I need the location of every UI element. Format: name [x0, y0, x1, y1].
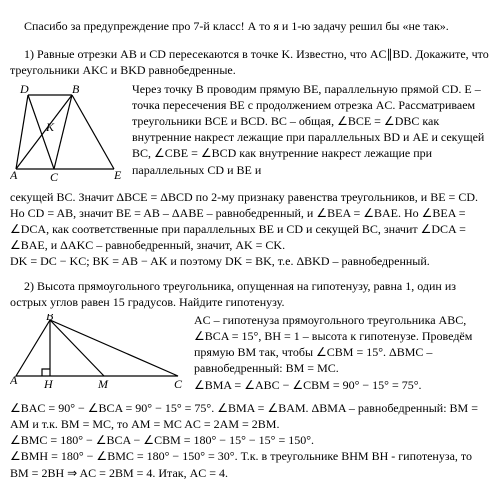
- label-C: C: [50, 170, 59, 183]
- label2-C: C: [174, 377, 183, 391]
- task1-solution-lower: секущей BC. Значит ΔBCE = ΔBCD по 2-му п…: [10, 189, 490, 270]
- task1-figure: A B C D E K: [10, 83, 124, 183]
- label2-H: H: [43, 377, 54, 391]
- label-A: A: [10, 168, 18, 182]
- page: Спасибо за предупреждение про 7-й класс!…: [0, 0, 500, 491]
- task2-figure: A B C H M: [10, 314, 186, 394]
- label2-B: B: [46, 314, 54, 323]
- label2-A: A: [10, 373, 18, 387]
- task2-statement: 2) Высота прямоугольного треугольника, о…: [10, 278, 490, 310]
- task1-sol-p3: DK = DC − KC; BK = AB − AK и поэтому DK …: [10, 253, 490, 269]
- label-K: K: [45, 120, 55, 134]
- diagram2-svg: A B C H M: [10, 314, 186, 394]
- label-D: D: [19, 83, 29, 96]
- task1-block: A B C D E K Через точку B проводим пряму…: [10, 81, 490, 185]
- task1-statement: 1) Равные отрезки AB и CD пересекаются в…: [10, 46, 490, 78]
- task2-sol-p5: ∠BMH = 180° − ∠BMC = 180° − 150° = 30°. …: [10, 448, 490, 480]
- label-E: E: [113, 168, 122, 182]
- task2-sol-p3: ∠BAC = 90° − ∠BCA = 90° − 15° = 75°. ∠BM…: [10, 400, 490, 432]
- task1-sol-p2: секущей BC. Значит ΔBCE = ΔBCD по 2-му п…: [10, 189, 490, 254]
- diagram1-svg: A B C D E K: [10, 83, 124, 183]
- task2-sol-p4: ∠BMC = 180° − ∠BCA − ∠CBM = 180° − 15° −…: [10, 432, 490, 448]
- label-B: B: [72, 83, 80, 96]
- task2-solution-lower: ∠BAC = 90° − ∠BCA = 90° − 15° = 75°. ∠BM…: [10, 400, 490, 481]
- task2-block: A B C H M AC – гипотенуза прямоугольного…: [10, 312, 490, 396]
- label2-M: M: [97, 377, 109, 391]
- intro-text: Спасибо за предупреждение про 7-й класс!…: [10, 18, 490, 34]
